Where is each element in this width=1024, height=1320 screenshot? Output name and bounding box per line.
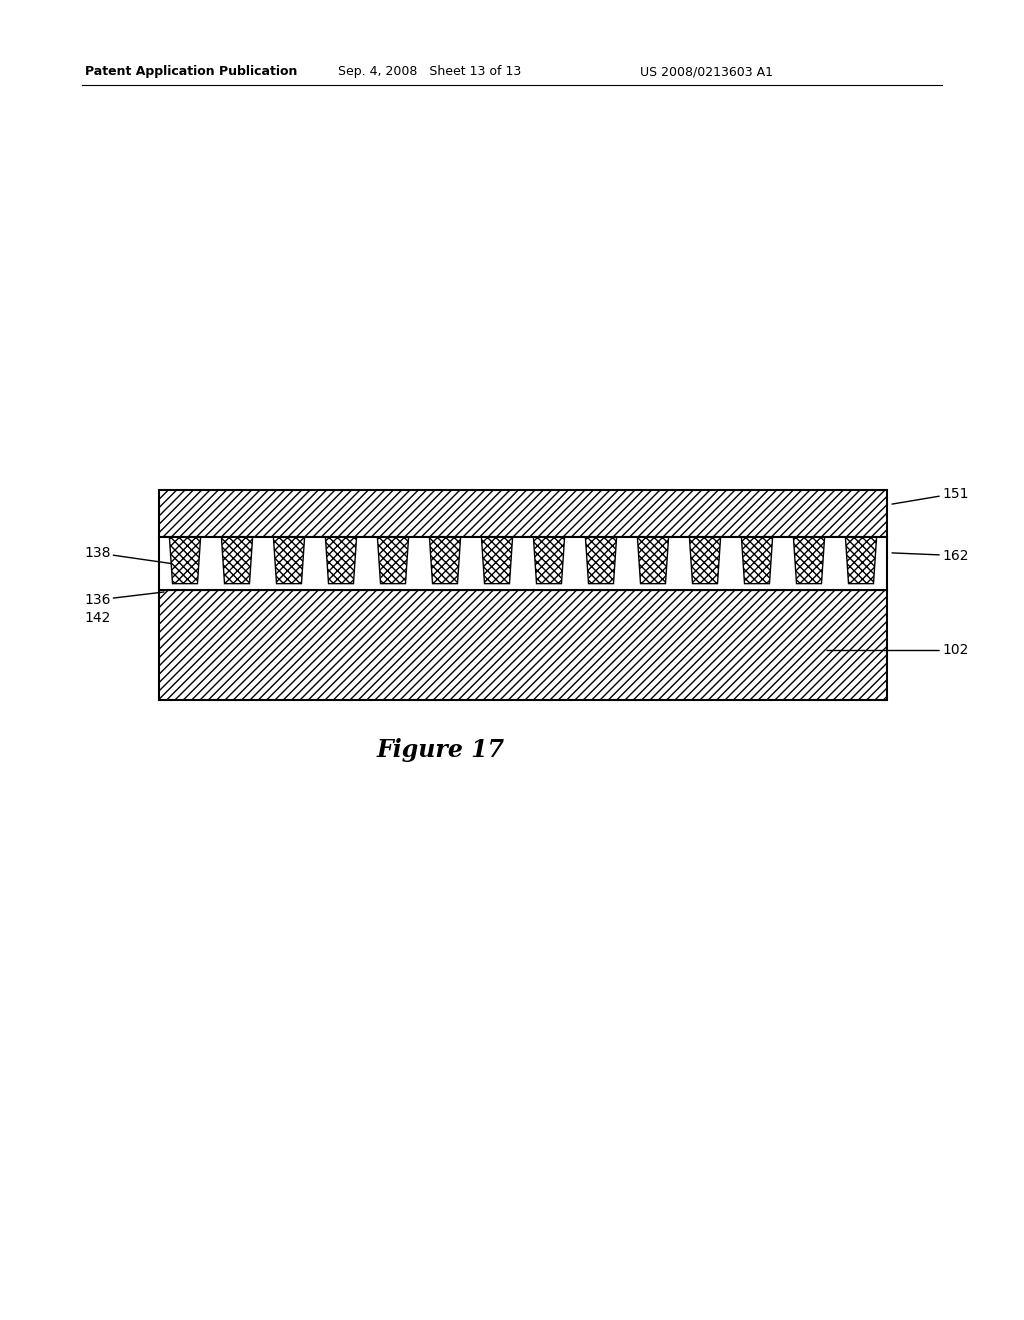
- Polygon shape: [637, 537, 669, 583]
- Polygon shape: [429, 537, 461, 583]
- Polygon shape: [741, 537, 772, 583]
- Polygon shape: [326, 537, 356, 583]
- Text: Patent Application Publication: Patent Application Publication: [85, 66, 297, 78]
- Text: 162: 162: [892, 549, 969, 562]
- Bar: [159, 490, 887, 537]
- Polygon shape: [273, 537, 304, 583]
- Polygon shape: [481, 537, 513, 583]
- Text: US 2008/0213603 A1: US 2008/0213603 A1: [640, 66, 773, 78]
- Polygon shape: [586, 537, 616, 583]
- Bar: [159, 537, 887, 590]
- Polygon shape: [794, 537, 824, 583]
- Polygon shape: [378, 537, 409, 583]
- Text: 151: 151: [892, 487, 969, 504]
- Polygon shape: [846, 537, 877, 583]
- Text: Sep. 4, 2008   Sheet 13 of 13: Sep. 4, 2008 Sheet 13 of 13: [338, 66, 521, 78]
- Bar: [159, 537, 887, 590]
- Text: Figure 17: Figure 17: [376, 738, 505, 762]
- Text: 138: 138: [84, 546, 171, 564]
- Polygon shape: [689, 537, 721, 583]
- Text: 102: 102: [827, 644, 969, 657]
- Text: 136: 136: [84, 591, 164, 607]
- Polygon shape: [534, 537, 564, 583]
- Text: 142: 142: [84, 611, 111, 624]
- Bar: [159, 590, 887, 700]
- Polygon shape: [169, 537, 201, 583]
- Bar: [159, 537, 887, 590]
- Polygon shape: [221, 537, 253, 583]
